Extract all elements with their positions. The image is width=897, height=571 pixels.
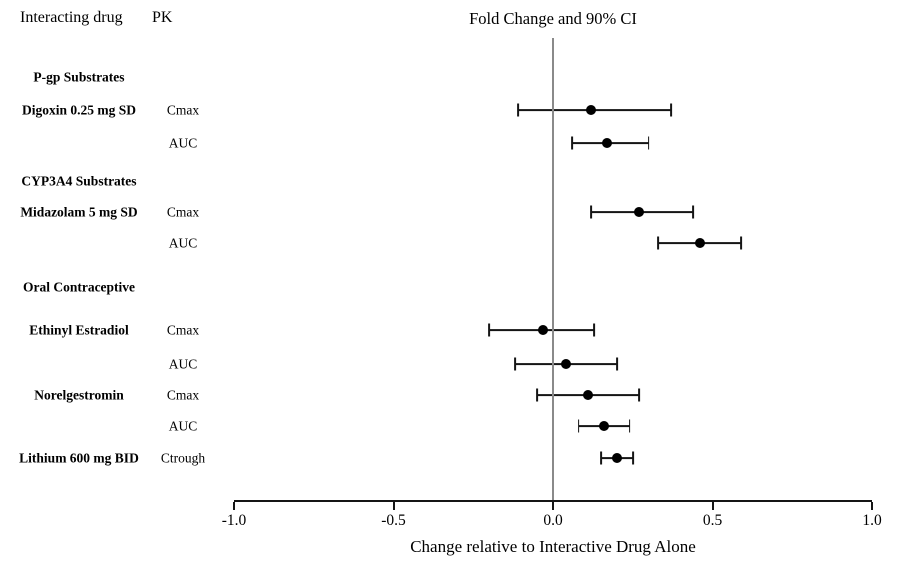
row-pk-label: AUC: [168, 135, 198, 151]
x-axis-tick-label: 0.0: [543, 512, 563, 529]
row-drug-label: Ethinyl Estradiol: [29, 322, 129, 338]
ci-cap-left: [536, 388, 538, 402]
ci-cap-right: [692, 205, 695, 219]
x-axis-line: [234, 500, 872, 502]
row-drug-label: Midazolam 5 mg SD: [20, 204, 138, 220]
plot-title: Fold Change and 90% CI: [469, 9, 637, 28]
x-axis-tick: [233, 502, 235, 510]
ci-cap-right: [593, 323, 596, 337]
ci-cap-left: [488, 323, 491, 337]
row-pk-label: Cmax: [166, 322, 200, 338]
ci-cap-left: [657, 236, 660, 250]
data-point-marker: [611, 453, 622, 463]
x-axis-tick-label: 1.0: [862, 512, 882, 529]
column-header-pk: PK: [152, 9, 173, 26]
group-label: Oral Contraceptive: [22, 279, 136, 295]
row-pk-label: Cmax: [166, 204, 200, 220]
row-pk-label: AUC: [168, 235, 198, 251]
data-point-marker: [560, 359, 571, 369]
x-axis-tick-label: 0.5: [702, 512, 723, 529]
data-point-marker: [602, 138, 613, 148]
data-point-marker: [599, 421, 610, 431]
row-drug-label: Norelgestromin: [34, 387, 124, 403]
data-point-marker: [694, 238, 705, 248]
data-point-marker: [538, 325, 549, 335]
ci-cap-left: [571, 136, 574, 150]
x-axis-tick: [392, 502, 395, 510]
ci-cap-right: [615, 357, 618, 371]
ci-cap-right: [631, 451, 634, 465]
ci-cap-left: [577, 419, 580, 433]
ci-cap-right: [638, 388, 641, 402]
ci-cap-right: [628, 419, 631, 433]
x-axis-tick: [711, 502, 714, 510]
data-point-marker: [583, 390, 594, 400]
x-axis-tick-label: -0.5: [381, 512, 406, 529]
ci-cap-right: [670, 103, 672, 117]
row-drug-label: Digoxin 0.25 mg SD: [21, 102, 136, 118]
zero-reference-line: [552, 38, 554, 500]
column-header-interacting-drug: Interacting drug: [20, 9, 123, 26]
ci-cap-left: [599, 451, 602, 465]
row-pk-label: AUC: [168, 418, 198, 434]
ci-cap-left: [517, 103, 519, 117]
data-point-marker: [586, 105, 597, 115]
x-axis-tick: [871, 502, 873, 510]
ci-cap-left: [513, 357, 516, 371]
data-point-marker: [634, 207, 645, 217]
x-axis-tick: [552, 502, 554, 510]
group-label: P-gp Substrates: [33, 69, 125, 85]
row-pk-label: Cmax: [166, 387, 200, 403]
row-pk-label: Cmax: [166, 102, 200, 118]
ci-cap-left: [590, 205, 593, 219]
ci-cap-right: [740, 236, 743, 250]
group-label: CYP3A4 Substrates: [21, 173, 137, 189]
row-drug-label: Lithium 600 mg BID: [19, 450, 139, 466]
x-axis-label: Change relative to Interactive Drug Alon…: [410, 537, 696, 556]
ci-cap-right: [647, 136, 650, 150]
x-axis-tick-label: -1.0: [221, 512, 247, 529]
row-pk-label: Ctrough: [160, 450, 206, 466]
row-pk-label: AUC: [168, 356, 198, 372]
